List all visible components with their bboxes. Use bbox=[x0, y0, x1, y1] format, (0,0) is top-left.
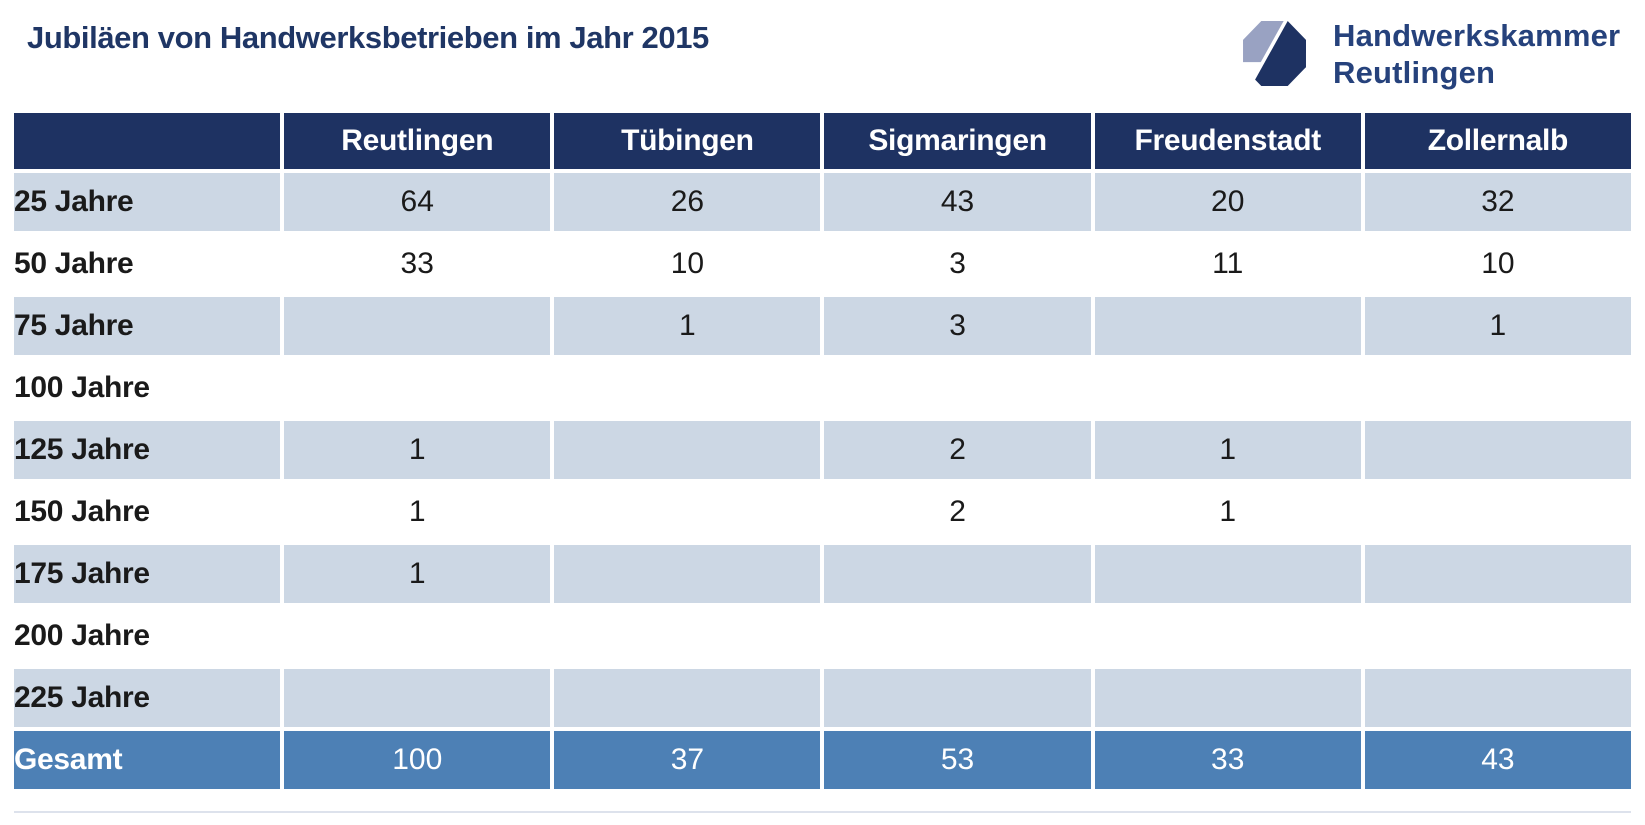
value-cell: 2 bbox=[949, 495, 966, 528]
value-cell bbox=[1364, 545, 1631, 603]
logo-text: Handwerkskammer Reutlingen bbox=[1333, 17, 1620, 91]
table-row-gesamt: Gesamt 100 37 53 33 43 bbox=[14, 731, 1631, 789]
value-cell bbox=[554, 607, 820, 665]
handwerkskammer-logo: Handwerkskammer Reutlingen bbox=[1243, 18, 1620, 91]
value-cell: 11 bbox=[1212, 247, 1244, 280]
page-title: Jubiläen von Handwerksbetrieben im Jahr … bbox=[27, 20, 709, 55]
table-row-100-jahre: 100 Jahre bbox=[14, 359, 1631, 417]
value-cell: 32 bbox=[1364, 173, 1631, 231]
value-cell bbox=[284, 669, 551, 727]
value-cell: 1 bbox=[554, 297, 821, 355]
value-cell: 1 bbox=[1094, 421, 1361, 479]
row-label: 150 Jahre bbox=[14, 495, 150, 528]
table-row-50-jahre: 50 Jahre 33 10 3 11 10 bbox=[14, 235, 1631, 293]
table-row-125-jahre: 125 Jahre 1 2 1 bbox=[14, 421, 1631, 479]
value-cell bbox=[284, 607, 550, 665]
value-cell bbox=[1095, 359, 1361, 417]
row-label: 75 Jahre bbox=[14, 297, 281, 355]
value-cell: 3 bbox=[949, 247, 966, 280]
value-cell bbox=[1094, 669, 1361, 727]
row-label: 225 Jahre bbox=[14, 669, 281, 727]
value-cell bbox=[1095, 607, 1361, 665]
value-cell: 3 bbox=[824, 297, 1091, 355]
table-row-175-jahre: 175 Jahre 1 bbox=[14, 545, 1631, 603]
table-bottom-rule bbox=[14, 811, 1631, 813]
value-cell: 53 bbox=[824, 731, 1091, 789]
value-cell: 10 bbox=[1481, 247, 1515, 280]
table-row-200-jahre: 200 Jahre bbox=[14, 607, 1631, 665]
column-header-sigmaringen: Sigmaringen bbox=[824, 113, 1091, 169]
value-cell bbox=[284, 297, 551, 355]
value-cell bbox=[824, 359, 1090, 417]
value-cell: 43 bbox=[1364, 731, 1631, 789]
value-cell: 43 bbox=[824, 173, 1091, 231]
value-cell: 1 bbox=[408, 495, 426, 528]
value-cell bbox=[1365, 607, 1631, 665]
row-label: 100 Jahre bbox=[14, 371, 150, 404]
value-cell: 1 bbox=[284, 421, 551, 479]
value-cell bbox=[554, 359, 820, 417]
row-label: 200 Jahre bbox=[14, 619, 150, 652]
table-row-150-jahre: 150 Jahre 1 2 1 bbox=[14, 483, 1631, 541]
value-cell: 37 bbox=[554, 731, 821, 789]
jubilee-table: Reutlingen Tübingen Sigmaringen Freudenstad… bbox=[10, 109, 1635, 793]
table-row-225-jahre: 225 Jahre bbox=[14, 669, 1631, 727]
value-cell bbox=[1364, 669, 1631, 727]
value-cell bbox=[1094, 545, 1361, 603]
value-cell bbox=[824, 545, 1091, 603]
value-cell: 1 bbox=[1364, 297, 1631, 355]
row-label: 175 Jahre bbox=[14, 545, 281, 603]
column-header-reutlingen: Reutlingen bbox=[284, 113, 551, 169]
value-cell: 100 bbox=[284, 731, 551, 789]
table-row-25-jahre: 25 Jahre 64 26 43 20 32 bbox=[14, 173, 1631, 231]
row-label: 125 Jahre bbox=[14, 421, 281, 479]
value-cell bbox=[554, 669, 821, 727]
logo-text-line1: Handwerkskammer bbox=[1333, 18, 1621, 53]
value-cell: 1 bbox=[284, 545, 551, 603]
column-header-empty bbox=[14, 113, 281, 169]
value-cell: 33 bbox=[1094, 731, 1361, 789]
value-cell: 26 bbox=[554, 173, 821, 231]
value-cell bbox=[1094, 297, 1361, 355]
row-label: 25 Jahre bbox=[14, 173, 281, 231]
column-header-freudenstadt: Freudenstadt bbox=[1094, 113, 1361, 169]
value-cell: 20 bbox=[1094, 173, 1361, 231]
value-cell: 64 bbox=[284, 173, 551, 231]
value-cell bbox=[1364, 421, 1631, 479]
value-cell: 33 bbox=[400, 247, 434, 280]
table-header-row: Reutlingen Tübingen Sigmaringen Freudenstad… bbox=[14, 113, 1631, 169]
value-cell bbox=[824, 669, 1091, 727]
column-header-tübingen: Tübingen bbox=[554, 113, 821, 169]
value-cell bbox=[554, 421, 821, 479]
value-cell bbox=[824, 607, 1090, 665]
value-cell bbox=[554, 483, 820, 541]
logo-text-line2: Reutlingen bbox=[1333, 55, 1496, 90]
value-cell bbox=[1365, 483, 1631, 541]
value-cell bbox=[284, 359, 550, 417]
value-cell: 2 bbox=[824, 421, 1091, 479]
column-header-zollernalb: Zollernalb bbox=[1364, 113, 1631, 169]
row-label: Gesamt bbox=[14, 731, 281, 789]
octagon-logo-icon bbox=[1243, 21, 1306, 86]
table-row-75-jahre: 75 Jahre 1 3 1 bbox=[14, 297, 1631, 355]
value-cell bbox=[554, 545, 821, 603]
value-cell bbox=[1365, 359, 1631, 417]
row-label: 50 Jahre bbox=[14, 247, 134, 280]
value-cell: 1 bbox=[1219, 495, 1237, 528]
value-cell: 10 bbox=[670, 247, 705, 280]
